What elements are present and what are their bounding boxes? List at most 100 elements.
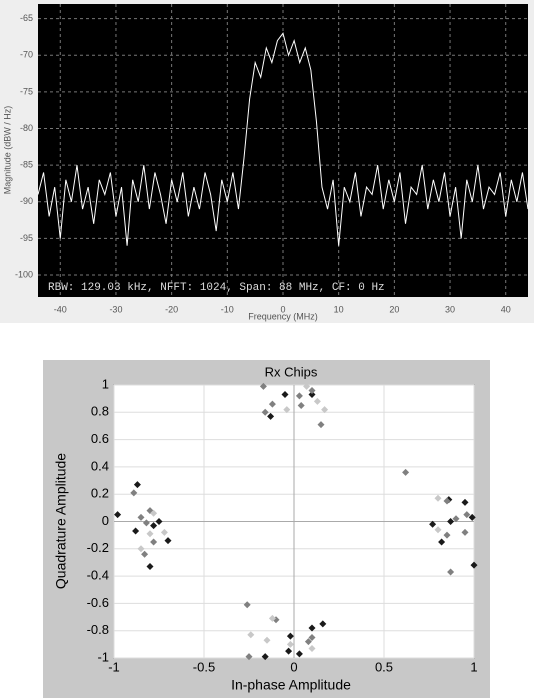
- point: [295, 392, 303, 400]
- point: [308, 391, 316, 399]
- x-tick-label: 0: [290, 659, 297, 674]
- point: [160, 528, 168, 536]
- y-tick-label: -85: [20, 160, 33, 170]
- x-tick-label: -30: [109, 304, 122, 314]
- point: [402, 468, 410, 476]
- point: [164, 537, 172, 545]
- point: [133, 481, 141, 489]
- point: [308, 644, 316, 652]
- y-tick-label: 0.2: [91, 486, 109, 501]
- point: [317, 421, 325, 429]
- x-tick-label: 40: [501, 304, 511, 314]
- point: [308, 634, 316, 642]
- point: [268, 614, 276, 622]
- point: [463, 511, 471, 519]
- x-tick-label: 30: [445, 304, 455, 314]
- x-tick-label: 1: [470, 659, 477, 674]
- point: [452, 515, 460, 523]
- annotation: RBW: 129.03 kHz, NFFT: 1024, Span: 88 MH…: [48, 282, 385, 294]
- point: [263, 636, 271, 644]
- y-tick-label: -0.8: [87, 622, 109, 637]
- x-tick-label: 0.5: [375, 659, 393, 674]
- point: [283, 406, 291, 414]
- point: [245, 653, 253, 661]
- y-tick-label: -0.2: [87, 540, 109, 555]
- point: [130, 489, 138, 497]
- point: [321, 406, 329, 414]
- y-tick-label: -1: [97, 649, 109, 664]
- point: [146, 563, 154, 571]
- point: [281, 391, 289, 399]
- point: [259, 382, 267, 390]
- point: [146, 530, 154, 538]
- point: [308, 624, 316, 632]
- y-tick-label: -95: [20, 233, 33, 243]
- point: [286, 640, 294, 648]
- point: [286, 632, 294, 640]
- y-tick-label: 1: [102, 376, 109, 391]
- y-tick-label: 0.6: [91, 431, 109, 446]
- point: [461, 528, 469, 536]
- y-tick-label: -70: [20, 50, 33, 60]
- point: [429, 520, 437, 528]
- x-tick-label: -40: [54, 304, 67, 314]
- x-axis-label: In-phase Amplitude: [231, 677, 351, 693]
- point: [319, 620, 327, 628]
- point: [261, 653, 269, 661]
- chart-title: Rx Chips: [265, 364, 318, 379]
- point: [268, 400, 276, 408]
- point: [447, 568, 455, 576]
- point: [141, 550, 149, 558]
- x-axis-label: Frequency (MHz): [248, 311, 318, 321]
- point: [137, 545, 145, 553]
- point: [297, 401, 305, 409]
- point: [447, 518, 455, 525]
- point: [295, 650, 303, 658]
- x-tick-label: -1: [108, 659, 120, 674]
- y-tick-label: 0: [102, 513, 109, 528]
- x-tick-label: 10: [334, 304, 344, 314]
- y-axis-label: Magnitude (dBW / Hz): [2, 106, 12, 195]
- y-tick-label: -0.6: [87, 595, 109, 610]
- spectrum-line: [37, 32, 529, 246]
- point: [137, 513, 145, 521]
- point: [434, 494, 442, 502]
- point: [313, 397, 321, 405]
- point: [247, 631, 255, 639]
- y-tick-label: -0.4: [87, 568, 109, 583]
- point: [285, 647, 293, 655]
- point: [132, 527, 140, 535]
- x-tick-label: 20: [389, 304, 399, 314]
- y-tick-label: -80: [20, 123, 33, 133]
- point: [261, 408, 269, 416]
- point: [461, 498, 469, 506]
- point: [304, 638, 312, 646]
- point: [150, 522, 158, 530]
- y-tick-label: -75: [20, 86, 33, 96]
- point: [308, 386, 316, 394]
- point: [443, 497, 451, 505]
- x-tick-label: -0.5: [193, 659, 215, 674]
- point: [267, 412, 275, 420]
- point: [243, 601, 251, 609]
- point: [155, 518, 163, 525]
- y-tick-label: -65: [20, 13, 33, 23]
- point: [434, 526, 442, 534]
- point: [438, 538, 446, 546]
- y-tick-label: 0.4: [91, 458, 109, 473]
- y-tick-label: -100: [15, 269, 33, 279]
- point: [468, 513, 476, 521]
- point: [142, 519, 150, 527]
- x-tick-label: -20: [165, 304, 178, 314]
- point: [150, 509, 158, 517]
- y-axis-label: Quadrature Amplitude: [53, 453, 69, 589]
- point: [470, 561, 478, 569]
- x-tick-label: -10: [221, 304, 234, 314]
- y-tick-label: -90: [20, 196, 33, 206]
- point: [114, 511, 122, 519]
- point: [303, 382, 311, 390]
- point: [150, 538, 158, 546]
- x-tick-label: 0: [280, 304, 285, 314]
